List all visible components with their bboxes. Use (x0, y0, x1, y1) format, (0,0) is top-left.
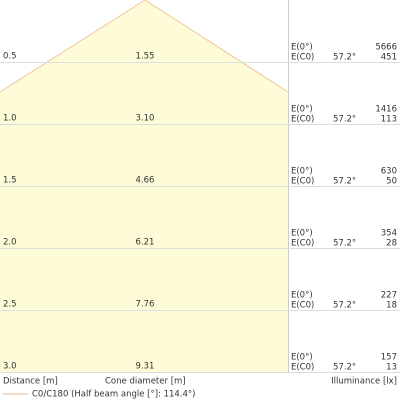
diameter: 4.66 (136, 176, 155, 186)
e0-label: E(0°) (291, 105, 313, 115)
e0-label: E(0°) (291, 43, 313, 53)
distance: 2.5 (3, 300, 17, 310)
distance: 1.5 (3, 176, 17, 186)
cone-edge (0, 0, 289, 93)
e0-value: 630 (381, 167, 397, 177)
angle: 57.2° (333, 177, 356, 187)
e0-value: 1416 (375, 105, 397, 115)
distance: 2.0 (3, 238, 17, 248)
ec0-value: 28 (386, 239, 397, 249)
distance: 1.0 (3, 114, 17, 124)
diameter: 7.76 (136, 300, 155, 310)
distance: 3.0 (3, 362, 17, 372)
ec0-value: 113 (381, 115, 397, 125)
ec0-label: E(C0) (291, 177, 314, 187)
e0-label: E(0°) (291, 291, 313, 301)
e0-value: 157 (381, 353, 397, 363)
angle: 57.2° (333, 301, 356, 311)
diameter: 3.10 (136, 114, 155, 124)
ec0-label: E(C0) (291, 363, 314, 373)
e0-label: E(0°) (291, 353, 313, 363)
footer-illuminance: Illuminance [lx] (331, 377, 397, 387)
legend-text: C0/C180 (Half beam angle [°]: 114.4°) (32, 390, 196, 400)
footer-diameter: Cone diameter [m] (105, 377, 186, 387)
ec0-label: E(C0) (291, 301, 314, 311)
e0-label: E(0°) (291, 229, 313, 239)
ec0-label: E(C0) (291, 115, 314, 125)
ec0-value: 18 (386, 301, 397, 311)
diameter: 6.21 (136, 238, 155, 248)
ec0-value: 13 (386, 363, 397, 373)
e0-value: 5666 (375, 43, 397, 53)
e0-value: 354 (381, 229, 397, 239)
distance: 0.5 (3, 52, 17, 62)
footer-distance: Distance [m] (3, 377, 58, 387)
angle: 57.2° (333, 239, 356, 249)
diameter: 1.55 (136, 52, 155, 62)
ec0-label: E(C0) (291, 53, 314, 63)
e0-label: E(0°) (291, 167, 313, 177)
angle: 57.2° (333, 115, 356, 125)
angle: 57.2° (333, 363, 356, 373)
e0-value: 227 (381, 291, 397, 301)
ec0-value: 451 (381, 53, 397, 63)
ec0-label: E(C0) (291, 239, 314, 249)
angle: 57.2° (333, 53, 356, 63)
ec0-value: 50 (386, 177, 397, 187)
diameter: 9.31 (136, 362, 155, 372)
